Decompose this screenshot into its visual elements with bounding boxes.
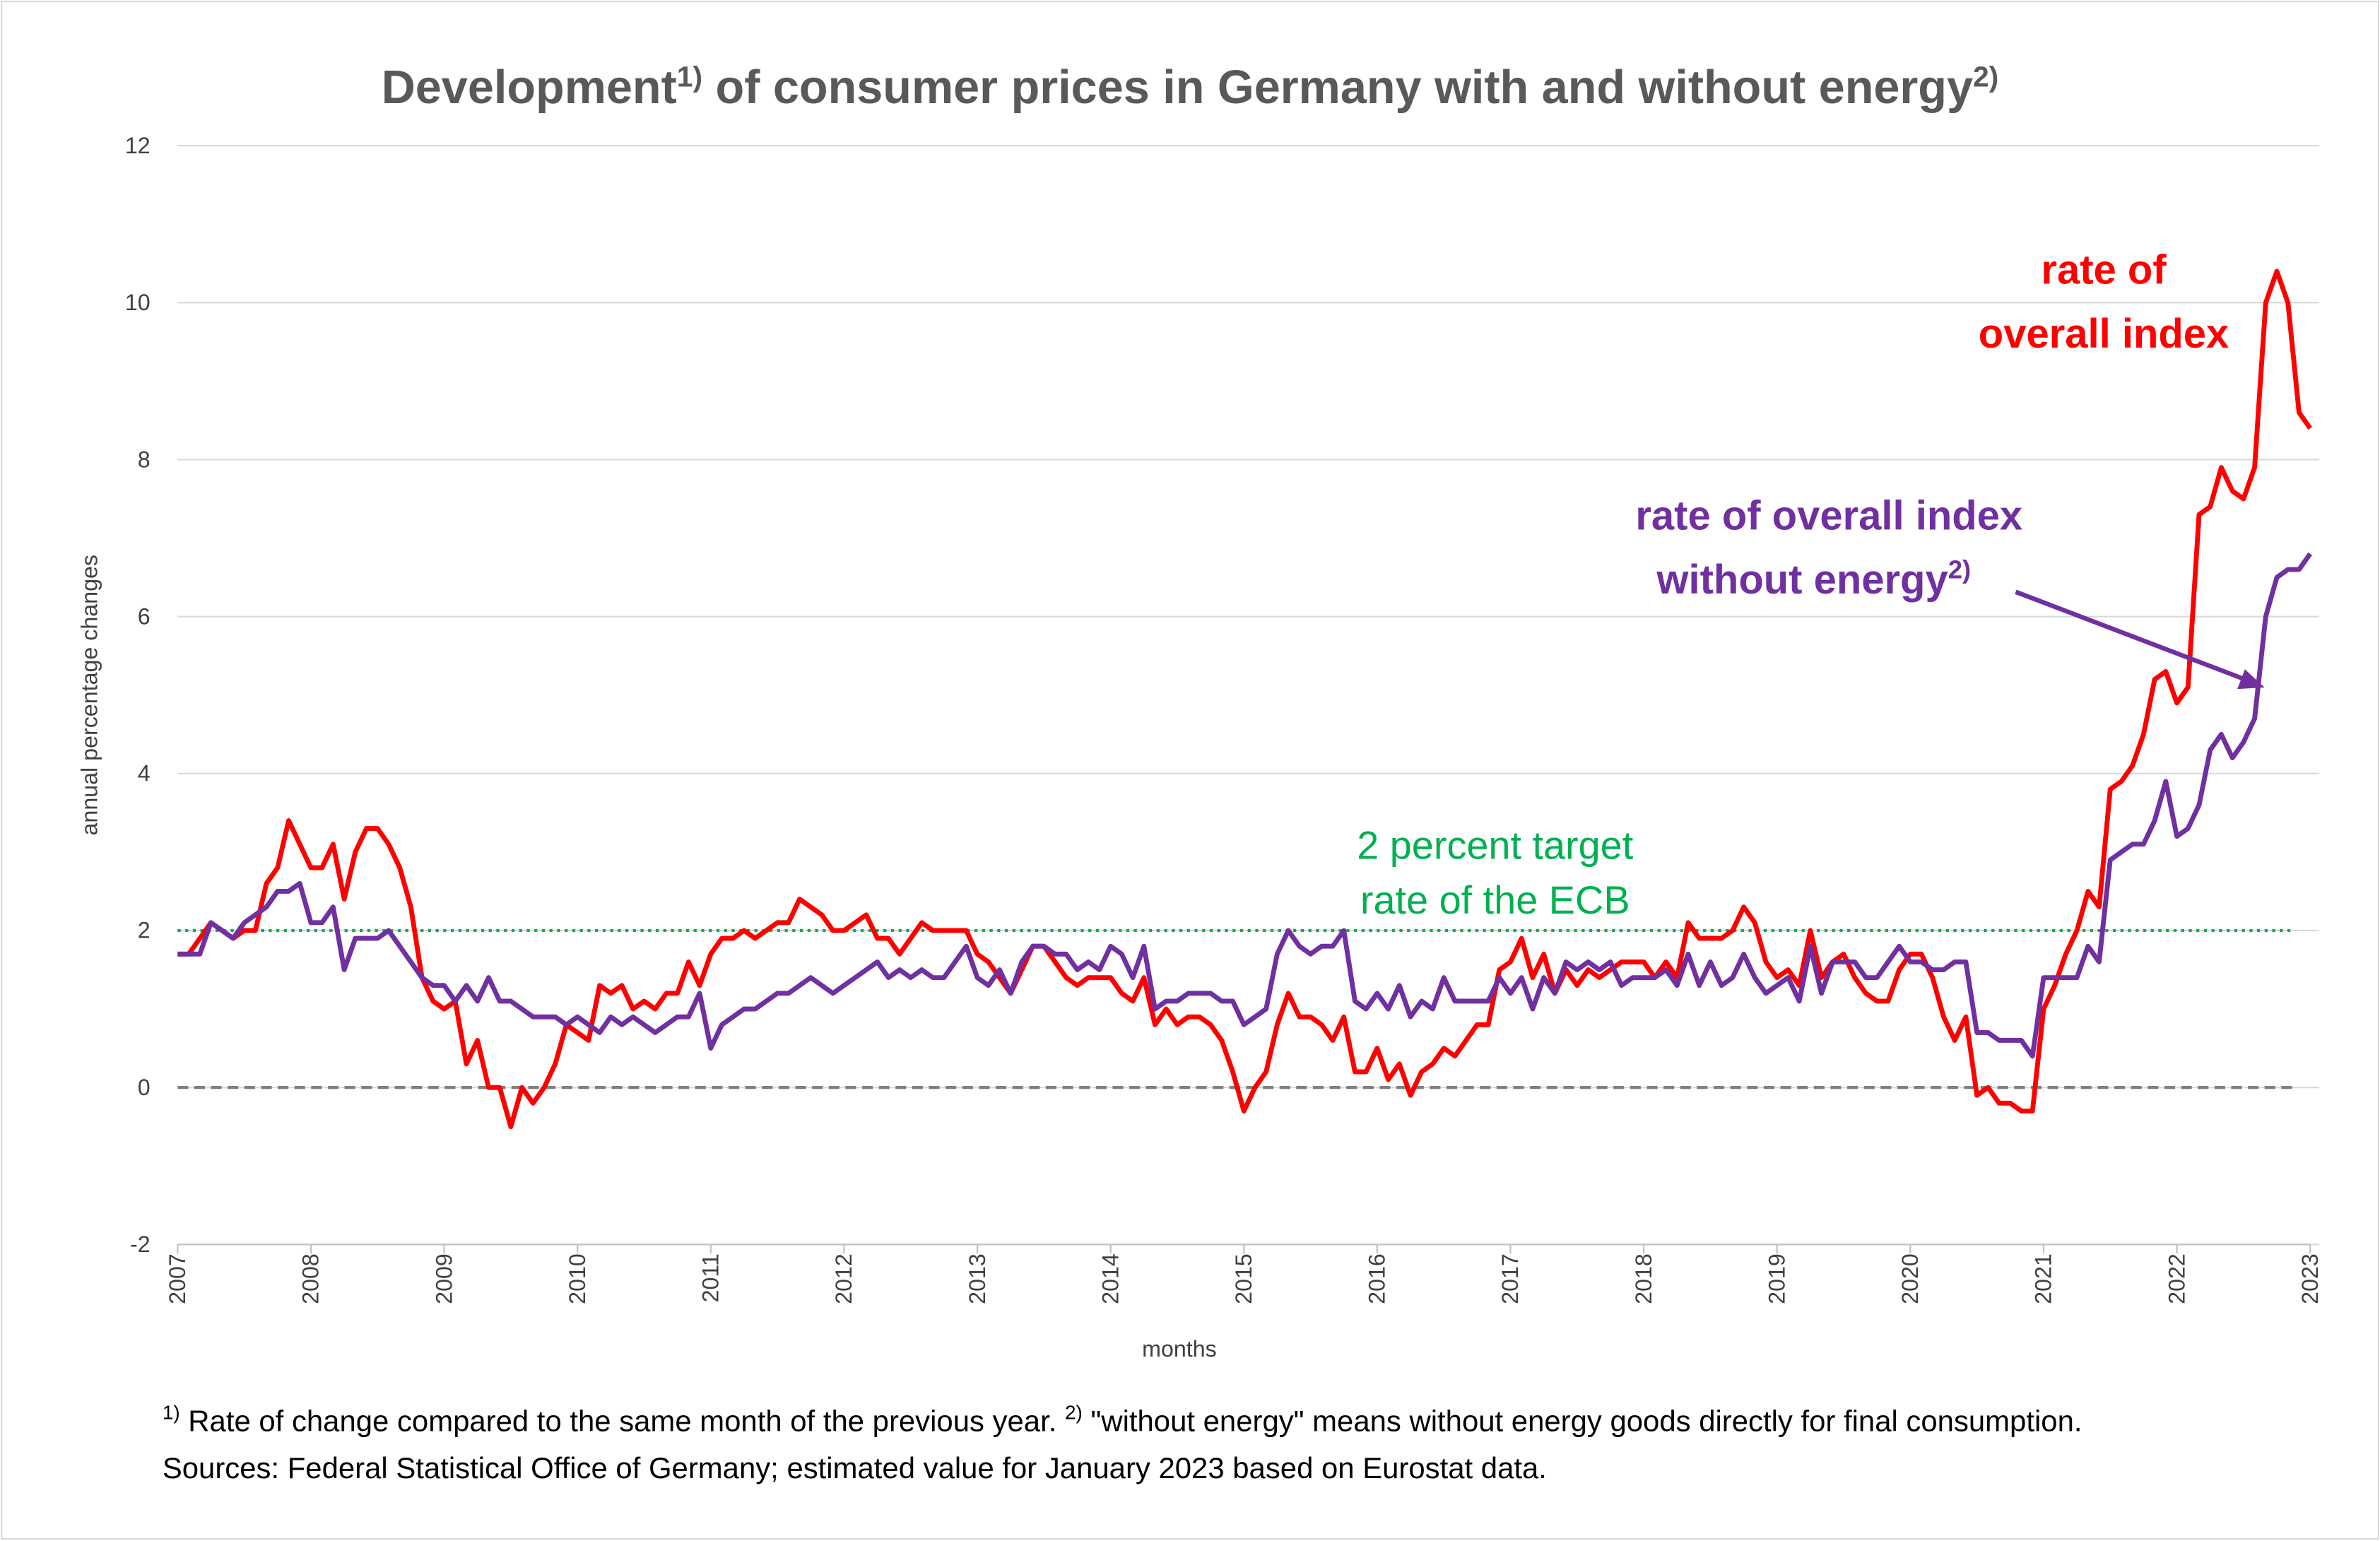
annotation-arrow: [2015, 589, 2248, 683]
footnote-text: Rate of change compared to the same mont…: [180, 1404, 1065, 1437]
series-annotation: rate of overall index: [1635, 494, 2022, 539]
y-tick-label: 2: [138, 918, 151, 943]
y-tick-label: 10: [125, 290, 151, 315]
x-tick-label: 2012: [831, 1253, 856, 1304]
x-tick-label: 2007: [165, 1253, 190, 1304]
footnote: 1) Rate of change compared to the same m…: [163, 1401, 2082, 1437]
y-tick-label: 0: [138, 1075, 151, 1100]
title-part: Development: [382, 61, 677, 114]
chart-title: Development1) of consumer prices in Germ…: [382, 60, 1999, 114]
x-tick-label: 2022: [2164, 1253, 2189, 1304]
target-annotation: rate of the ECB: [1360, 878, 1630, 922]
x-tick-label: 2010: [565, 1253, 590, 1304]
footnote: Sources: Federal Statistical Office of G…: [163, 1451, 1547, 1484]
x-tick-label: 2018: [1631, 1253, 1656, 1304]
title-sup: 1): [677, 60, 702, 93]
series-line: [177, 552, 2312, 1059]
x-tick-label: 2016: [1365, 1253, 1390, 1304]
y-tick-label: -2: [130, 1232, 151, 1257]
title-sup: 2): [1973, 60, 1998, 93]
title-part: of consumer prices in Germany with and w…: [702, 61, 1973, 114]
y-tick-label: 8: [138, 447, 151, 472]
footnote-sup: 1): [163, 1401, 180, 1423]
x-tick-label: 2017: [1497, 1253, 1523, 1304]
x-tick-label: 2009: [431, 1253, 456, 1304]
series-annotation: overall index: [1979, 312, 2229, 357]
annotation-arrowhead: [2237, 669, 2265, 690]
x-tick-label: 2023: [2297, 1253, 2323, 1304]
x-tick-label: 2013: [965, 1253, 990, 1304]
x-tick-label: 2015: [1231, 1253, 1256, 1304]
series-line: [177, 268, 2312, 1130]
y-tick-label: 12: [125, 133, 151, 158]
x-tick-label: 2021: [2031, 1253, 2056, 1304]
x-tick-label: 2011: [698, 1253, 724, 1302]
y-tick-label: 6: [138, 603, 151, 629]
annotation-text: without energy: [1656, 557, 1948, 603]
series-annotation: without energy2): [1656, 555, 1971, 602]
x-tick-label: 2008: [298, 1253, 324, 1304]
series-annotation: rate of: [2041, 248, 2167, 293]
y-tick-label: 4: [138, 761, 151, 786]
footnote-text: "without energy" means without energy go…: [1083, 1404, 2082, 1437]
x-axis-label: months: [1142, 1336, 1217, 1362]
target-annotation: 2 percent target: [1357, 823, 1634, 868]
x-tick-label: 2020: [1897, 1253, 1923, 1304]
y-axis-label: annual percentage changes: [76, 555, 102, 836]
x-tick-label: 2014: [1097, 1253, 1123, 1304]
x-tick-label: 2019: [1764, 1253, 1789, 1304]
annotation-sup: 2): [1948, 555, 1971, 584]
footnote-sup: 2): [1065, 1401, 1083, 1423]
